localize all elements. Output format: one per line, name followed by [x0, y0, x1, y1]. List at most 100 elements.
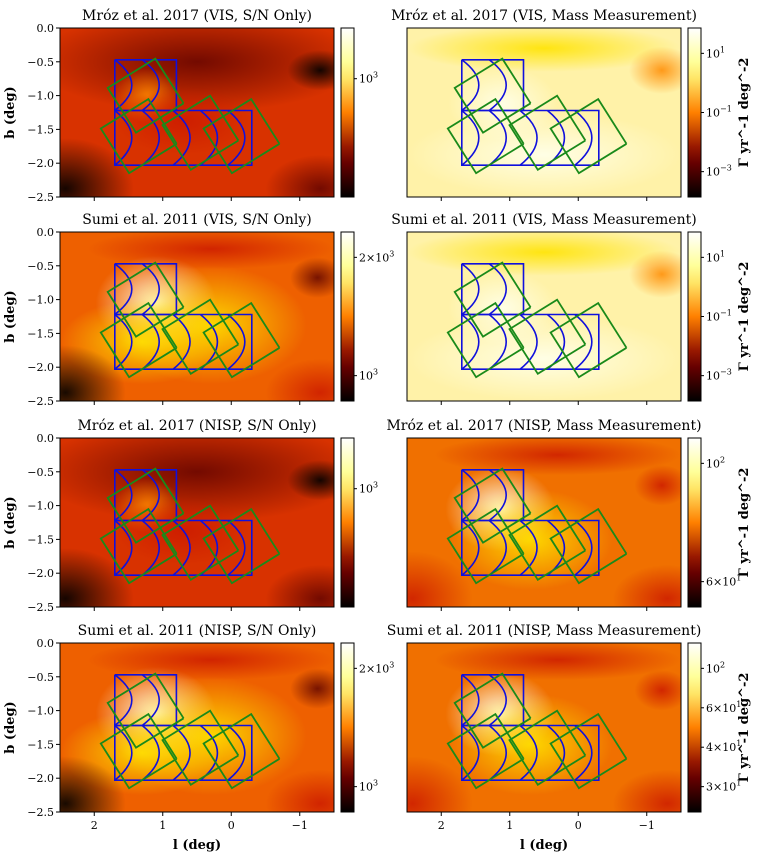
blue-field-arc	[227, 519, 246, 576]
heatmap-blob	[448, 693, 613, 796]
heatmap-r4c2	[407, 643, 681, 812]
colorbar-tick-label: 103	[359, 779, 378, 794]
blue-field-arc	[574, 313, 593, 370]
heatmap-r3c2	[407, 438, 681, 607]
green-field-outline	[106, 467, 185, 544]
y-tick-label: −2.5	[27, 395, 54, 408]
heatmap-r2c1	[60, 232, 334, 401]
green-field-outline	[106, 672, 185, 749]
blue-field-outline	[114, 519, 253, 577]
survey-overlay-r1c2	[446, 57, 628, 175]
blue-field-arc	[488, 469, 507, 522]
colorbar-tick-label: 101	[706, 249, 725, 264]
plot-frame	[59, 437, 335, 608]
panel-title-r4c2: Sumi et al. 2011 (NISP, Mass Measurement…	[387, 623, 702, 639]
blue-field-arc	[141, 313, 160, 370]
colorbar-r1c2	[687, 27, 702, 198]
blue-field-outline	[114, 724, 253, 782]
heatmap-blob	[448, 488, 613, 591]
panel-title-r1c1: Mróz et al. 2017 (VIS, S/N Only)	[82, 8, 312, 24]
plot-frame	[406, 642, 682, 813]
panel-r1c1: Mróz et al. 2017 (VIS, S/N Only) 0.0 −0.5 −…	[3, 8, 378, 204]
blue-field-arc	[141, 263, 160, 316]
green-field-outline	[508, 709, 587, 787]
colorbar-r2c2	[687, 231, 702, 402]
panel-title-r3c1: Mróz et al. 2017 (NISP, S/N Only)	[77, 418, 316, 434]
colorbar-tick-label: 10−3	[706, 368, 732, 383]
y-tick-label: 0.0	[37, 432, 55, 445]
green-field-outline	[99, 97, 178, 175]
panel-r4c2: Sumi et al. 2011 (NISP, Mass Measurement…	[387, 623, 752, 853]
green-field-outline	[508, 94, 587, 172]
heatmap-blob	[290, 257, 334, 298]
y-axis-label: b (deg)	[3, 86, 18, 138]
x-axis-label: l (deg)	[520, 838, 568, 853]
survey-overlay-r1c1	[99, 57, 281, 175]
panel-r2c2: Sumi et al. 2011 (VIS, Mass Measurement)…	[391, 212, 752, 405]
green-field-outline	[508, 504, 587, 582]
y-tick-label: −2.5	[27, 601, 54, 614]
blue-field-arc	[141, 469, 160, 522]
green-field-outline	[99, 507, 178, 585]
colorbar-tick-label: 101	[706, 45, 725, 60]
x-tick-label: −1	[639, 819, 655, 832]
y-tick-label: −1.5	[27, 123, 54, 136]
blue-field-arc	[488, 519, 507, 576]
survey-overlay-r3c2	[446, 467, 628, 585]
plot-frame	[406, 231, 682, 402]
colorbar-tick-label: 102	[706, 455, 725, 470]
colorbar-label: Γ yr^-1 deg^-2	[737, 58, 752, 168]
blue-field-arc	[141, 724, 160, 781]
blue-field-outline	[460, 313, 600, 371]
x-tick-label: 2	[438, 819, 445, 832]
green-field-outline	[99, 301, 178, 379]
y-tick-label: −1.5	[27, 533, 54, 546]
panel-title-r3c2: Mróz et al. 2017 (NISP, Mass Measurement…	[386, 418, 701, 434]
colorbar-r2c1	[340, 231, 355, 402]
blue-field-outline	[460, 109, 600, 166]
y-tick-label: 0.0	[37, 226, 55, 239]
heatmap-blob	[265, 154, 334, 197]
plot-frame	[59, 27, 335, 198]
panel-r1c2: Mróz et al. 2017 (VIS, Mass Measurement)…	[391, 8, 752, 201]
y-tick-label: −2.0	[27, 772, 54, 785]
y-axis-label: b (deg)	[3, 496, 18, 548]
green-field-outline	[549, 97, 628, 175]
heatmap-blob	[407, 232, 681, 276]
heatmap-r4c1	[60, 643, 334, 812]
colorbar-r3c1	[340, 437, 355, 608]
colorbar-label: Γ yr^-1 deg^-2	[737, 673, 752, 783]
blue-field-arc	[114, 59, 133, 112]
y-tick-label: −2.0	[27, 361, 54, 374]
green-field-outline	[549, 507, 628, 585]
green-field-outline	[161, 504, 240, 582]
panel-title-r1c2: Mróz et al. 2017 (VIS, Mass Measurement)	[391, 8, 697, 24]
green-field-outline	[446, 712, 525, 790]
green-field-outline	[202, 712, 281, 790]
blue-field-arc	[461, 674, 480, 727]
blue-field-arc	[141, 519, 160, 576]
blue-field-arc	[114, 263, 133, 316]
heatmap-blob	[434, 438, 681, 476]
heatmap-blob	[265, 769, 334, 812]
heatmap-blob	[87, 232, 334, 270]
panel-title-r2c2: Sumi et al. 2011 (VIS, Mass Measurement)	[391, 212, 696, 228]
heatmap-blob	[87, 643, 334, 681]
green-field-outline	[549, 712, 628, 790]
y-tick-label: −1.5	[27, 327, 54, 340]
heatmap-blob	[407, 28, 681, 72]
green-field-outline	[549, 301, 628, 379]
heatmap-blob	[287, 49, 334, 91]
colorbar-tick-label: 103	[359, 71, 378, 86]
blue-field-arc	[141, 109, 160, 166]
blue-field-arc	[141, 674, 160, 727]
blue-field-arc	[488, 674, 507, 727]
colorbar-tick-label: 2×103	[359, 249, 394, 264]
y-axis-label: b (deg)	[3, 701, 18, 753]
heatmap-blob	[265, 564, 334, 607]
colorbar-tick-label: 10−1	[706, 309, 732, 324]
plot-frame	[59, 642, 335, 813]
blue-field-arc	[574, 109, 593, 166]
heatmap-blob	[407, 756, 473, 812]
blue-field-outline	[114, 109, 253, 166]
